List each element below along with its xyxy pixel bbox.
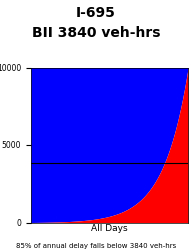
Text: 85% of annual delay falls below 3840 veh-hrs: 85% of annual delay falls below 3840 veh… [16,243,176,249]
Text: I-695: I-695 [76,6,116,20]
Text: BII 3840 veh-hrs: BII 3840 veh-hrs [32,26,160,40]
X-axis label: All Days: All Days [91,224,128,233]
